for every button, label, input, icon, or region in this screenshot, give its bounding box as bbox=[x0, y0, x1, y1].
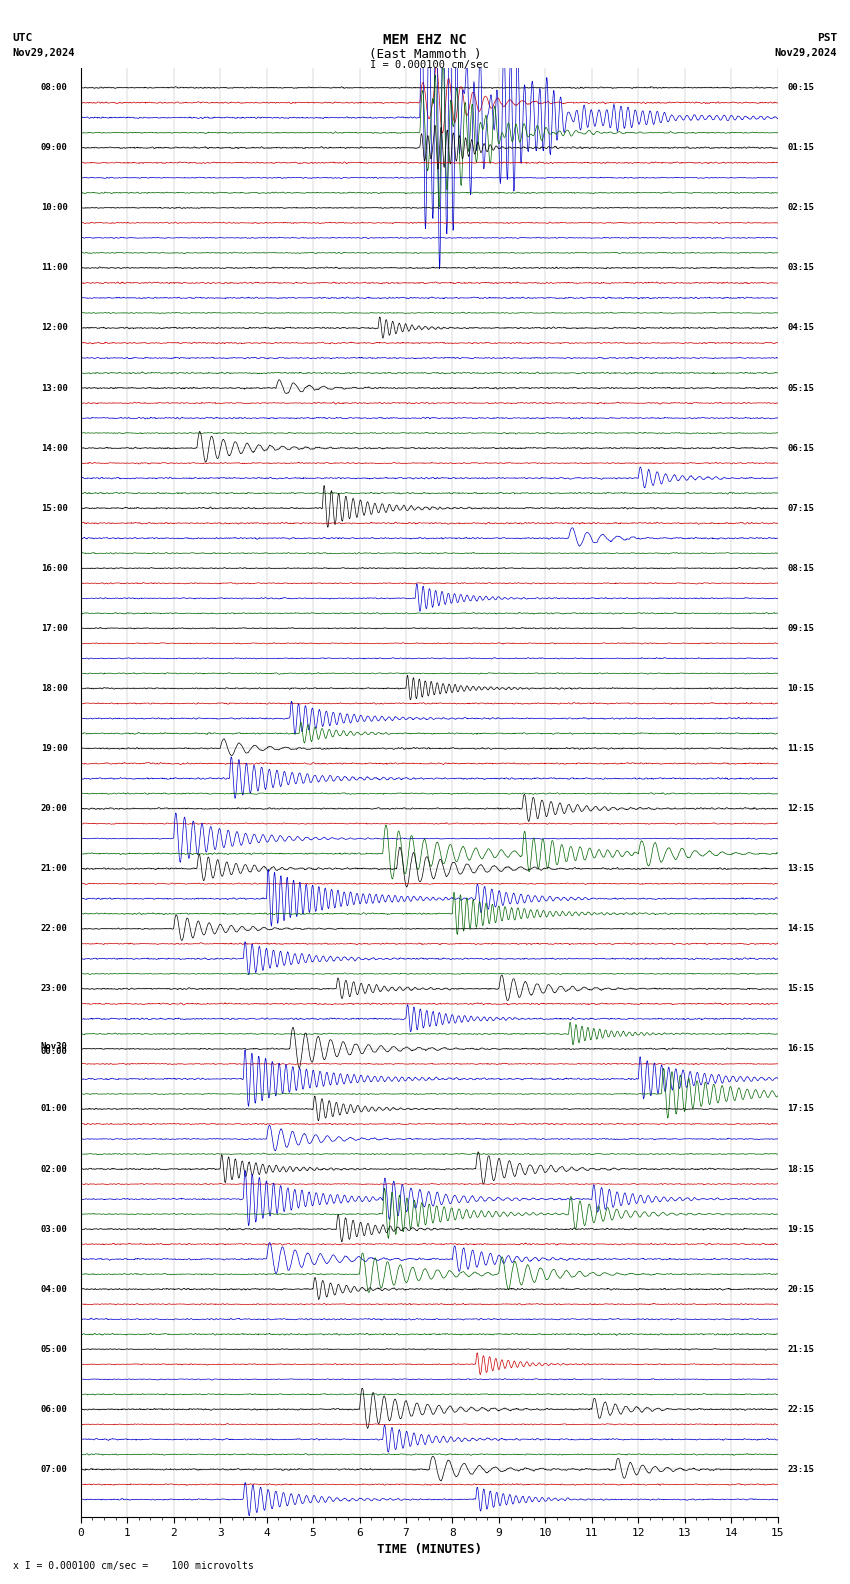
Text: 23:00: 23:00 bbox=[41, 984, 68, 993]
Text: 18:00: 18:00 bbox=[41, 684, 68, 692]
Text: 19:00: 19:00 bbox=[41, 744, 68, 752]
Text: 22:00: 22:00 bbox=[41, 923, 68, 933]
Text: 08:15: 08:15 bbox=[787, 564, 814, 573]
Text: 02:15: 02:15 bbox=[787, 203, 814, 212]
Text: 22:15: 22:15 bbox=[787, 1405, 814, 1415]
Text: 18:15: 18:15 bbox=[787, 1164, 814, 1174]
Text: 10:15: 10:15 bbox=[787, 684, 814, 692]
Text: MEM EHZ NC: MEM EHZ NC bbox=[383, 33, 467, 48]
Text: 05:00: 05:00 bbox=[41, 1345, 68, 1354]
Text: 20:15: 20:15 bbox=[787, 1285, 814, 1294]
Text: 03:15: 03:15 bbox=[787, 263, 814, 272]
Text: 16:15: 16:15 bbox=[787, 1044, 814, 1053]
Text: 09:15: 09:15 bbox=[787, 624, 814, 634]
Text: 16:00: 16:00 bbox=[41, 564, 68, 573]
Text: 01:15: 01:15 bbox=[787, 143, 814, 152]
Text: 20:00: 20:00 bbox=[41, 805, 68, 813]
Text: PST: PST bbox=[817, 33, 837, 43]
Text: 21:00: 21:00 bbox=[41, 865, 68, 873]
Text: Nov29,2024: Nov29,2024 bbox=[13, 48, 76, 57]
Text: 06:15: 06:15 bbox=[787, 444, 814, 453]
Text: 11:15: 11:15 bbox=[787, 744, 814, 752]
Text: 03:00: 03:00 bbox=[41, 1224, 68, 1234]
Text: x I = 0.000100 cm/sec =    100 microvolts: x I = 0.000100 cm/sec = 100 microvolts bbox=[13, 1562, 253, 1571]
Text: 14:15: 14:15 bbox=[787, 923, 814, 933]
Text: 23:15: 23:15 bbox=[787, 1465, 814, 1473]
Text: 15:15: 15:15 bbox=[787, 984, 814, 993]
Text: 21:15: 21:15 bbox=[787, 1345, 814, 1354]
X-axis label: TIME (MINUTES): TIME (MINUTES) bbox=[377, 1543, 482, 1557]
Text: 05:15: 05:15 bbox=[787, 383, 814, 393]
Text: 17:15: 17:15 bbox=[787, 1104, 814, 1114]
Text: 13:00: 13:00 bbox=[41, 383, 68, 393]
Text: 01:00: 01:00 bbox=[41, 1104, 68, 1114]
Text: 19:15: 19:15 bbox=[787, 1224, 814, 1234]
Text: 00:00: 00:00 bbox=[41, 1047, 68, 1055]
Text: 14:00: 14:00 bbox=[41, 444, 68, 453]
Text: Nov30: Nov30 bbox=[41, 1042, 68, 1052]
Text: 12:00: 12:00 bbox=[41, 323, 68, 333]
Text: Nov29,2024: Nov29,2024 bbox=[774, 48, 837, 57]
Text: 13:15: 13:15 bbox=[787, 865, 814, 873]
Text: (East Mammoth ): (East Mammoth ) bbox=[369, 48, 481, 60]
Text: 15:00: 15:00 bbox=[41, 504, 68, 513]
Text: UTC: UTC bbox=[13, 33, 33, 43]
Text: 04:00: 04:00 bbox=[41, 1285, 68, 1294]
Text: 09:00: 09:00 bbox=[41, 143, 68, 152]
Text: 12:15: 12:15 bbox=[787, 805, 814, 813]
Text: 17:00: 17:00 bbox=[41, 624, 68, 634]
Text: 06:00: 06:00 bbox=[41, 1405, 68, 1415]
Text: 07:00: 07:00 bbox=[41, 1465, 68, 1473]
Text: I = 0.000100 cm/sec: I = 0.000100 cm/sec bbox=[370, 60, 489, 70]
Text: 08:00: 08:00 bbox=[41, 82, 68, 92]
Text: 02:00: 02:00 bbox=[41, 1164, 68, 1174]
Text: 10:00: 10:00 bbox=[41, 203, 68, 212]
Text: 04:15: 04:15 bbox=[787, 323, 814, 333]
Text: 00:15: 00:15 bbox=[787, 82, 814, 92]
Text: 07:15: 07:15 bbox=[787, 504, 814, 513]
Text: 11:00: 11:00 bbox=[41, 263, 68, 272]
